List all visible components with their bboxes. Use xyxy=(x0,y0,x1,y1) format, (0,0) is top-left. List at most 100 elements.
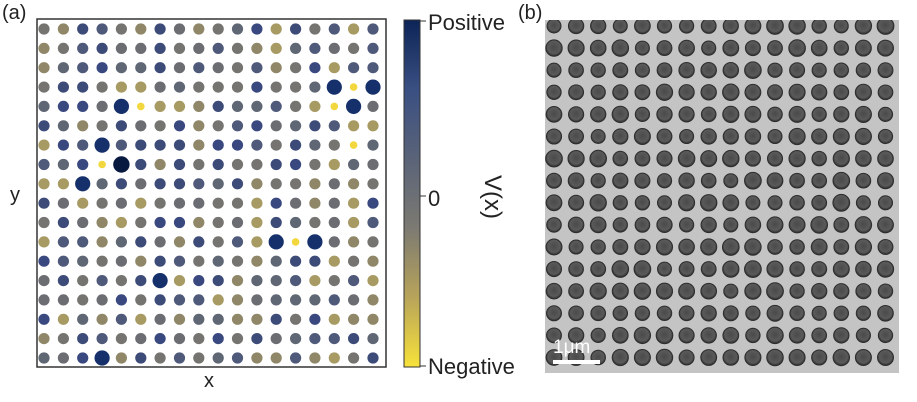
sem-hole xyxy=(678,194,696,212)
sem-hole xyxy=(590,106,607,123)
sem-hole xyxy=(855,260,872,278)
sem-hole xyxy=(788,127,806,146)
sem-hole xyxy=(656,40,673,57)
sem-hole xyxy=(589,194,607,212)
lattice-dot xyxy=(309,120,321,132)
lattice-dot xyxy=(251,100,263,112)
sem-hole xyxy=(788,327,806,344)
lattice-dot xyxy=(367,42,379,55)
sem-hole xyxy=(722,20,739,35)
sem-hole xyxy=(722,61,740,79)
sem-hole xyxy=(877,39,894,57)
sem-hole xyxy=(766,348,784,367)
lattice-dot xyxy=(173,178,186,190)
colorbar-zero-label: 0 xyxy=(428,186,441,211)
lattice-dot xyxy=(290,294,302,306)
sem-hole xyxy=(655,282,674,300)
lattice-dot xyxy=(212,216,224,229)
lattice-dot xyxy=(77,100,89,112)
lattice-dot xyxy=(173,62,186,74)
colorbar xyxy=(403,19,421,368)
sem-hole xyxy=(612,128,629,145)
lattice-dot xyxy=(193,313,205,325)
lattice-dot xyxy=(309,139,321,151)
lattice-dot xyxy=(96,275,108,287)
sem-hole xyxy=(810,238,828,256)
lattice-dot xyxy=(38,352,50,364)
sem-hole xyxy=(656,62,673,79)
sem-hole xyxy=(678,282,696,300)
lattice-dot xyxy=(290,178,302,190)
sem-hole xyxy=(833,305,850,322)
lattice-dot xyxy=(57,178,69,190)
lattice-dot xyxy=(96,42,108,55)
sem-hole xyxy=(545,149,563,168)
lattice-dot xyxy=(57,352,69,364)
sem-hole xyxy=(700,106,717,123)
sem-hole xyxy=(723,283,739,299)
sem-hole xyxy=(568,283,585,300)
lattice-dot xyxy=(57,158,69,171)
lattice-dot xyxy=(137,102,145,111)
sem-hole xyxy=(568,194,585,211)
sem-hole xyxy=(567,149,585,168)
lattice-dot xyxy=(348,120,360,132)
sem-hole xyxy=(700,128,717,145)
lattice-dot xyxy=(270,275,282,287)
sem-hole xyxy=(545,282,563,300)
sem-hole xyxy=(876,20,895,35)
sem-hole xyxy=(811,349,828,366)
sem-hole xyxy=(789,239,805,255)
sem-hole xyxy=(788,83,806,101)
lattice-dot xyxy=(173,42,186,55)
lattice-dot xyxy=(348,178,360,190)
sem-hole xyxy=(833,84,850,101)
sem-hole xyxy=(767,106,783,123)
sem-hole xyxy=(567,20,585,35)
lattice-dot xyxy=(38,178,50,190)
lattice-dot xyxy=(367,158,379,171)
sem-hole xyxy=(567,327,585,344)
lattice-dot xyxy=(115,197,127,209)
sem-hole xyxy=(701,40,717,56)
sem-hole xyxy=(855,305,872,321)
lattice-dot xyxy=(231,313,244,325)
lattice-dot xyxy=(348,352,360,364)
sem-hole xyxy=(877,62,894,79)
lattice-dot xyxy=(328,139,340,151)
lattice-dot xyxy=(251,120,263,132)
lattice-dot xyxy=(96,178,108,190)
lattice-dot xyxy=(328,62,340,74)
sem-hole xyxy=(854,127,872,146)
lattice-dot xyxy=(290,42,302,55)
sem-hole xyxy=(590,327,606,344)
sem-hole xyxy=(700,238,718,256)
lattice-dot xyxy=(38,294,50,306)
lattice-dot xyxy=(231,120,244,132)
lattice-dot xyxy=(367,216,379,229)
lattice-dot xyxy=(193,42,205,55)
lattice-dot xyxy=(326,79,342,95)
lattice-dot xyxy=(270,62,282,74)
lattice-dot xyxy=(290,62,302,74)
lattice-dot xyxy=(251,275,263,287)
lattice-dot xyxy=(135,216,147,229)
sem-hole xyxy=(545,238,563,256)
lattice-dot xyxy=(309,255,321,267)
lattice-dot xyxy=(115,139,127,151)
lattice-dot xyxy=(115,23,127,35)
sem-hole xyxy=(633,127,651,146)
lattice-dot xyxy=(135,81,147,93)
sem-hole xyxy=(657,261,672,277)
colorbar-positive-label: Positive xyxy=(428,10,506,35)
lattice-dot xyxy=(270,313,282,325)
sem-hole xyxy=(833,216,850,233)
lattice-dot xyxy=(94,350,110,366)
lattice-dot xyxy=(328,255,340,267)
sem-hole xyxy=(854,83,872,101)
sem-hole xyxy=(611,348,629,367)
lattice-dot xyxy=(348,62,360,74)
lattice-dot xyxy=(77,216,89,229)
lattice-dot xyxy=(270,294,282,306)
lattice-dot xyxy=(115,333,127,345)
